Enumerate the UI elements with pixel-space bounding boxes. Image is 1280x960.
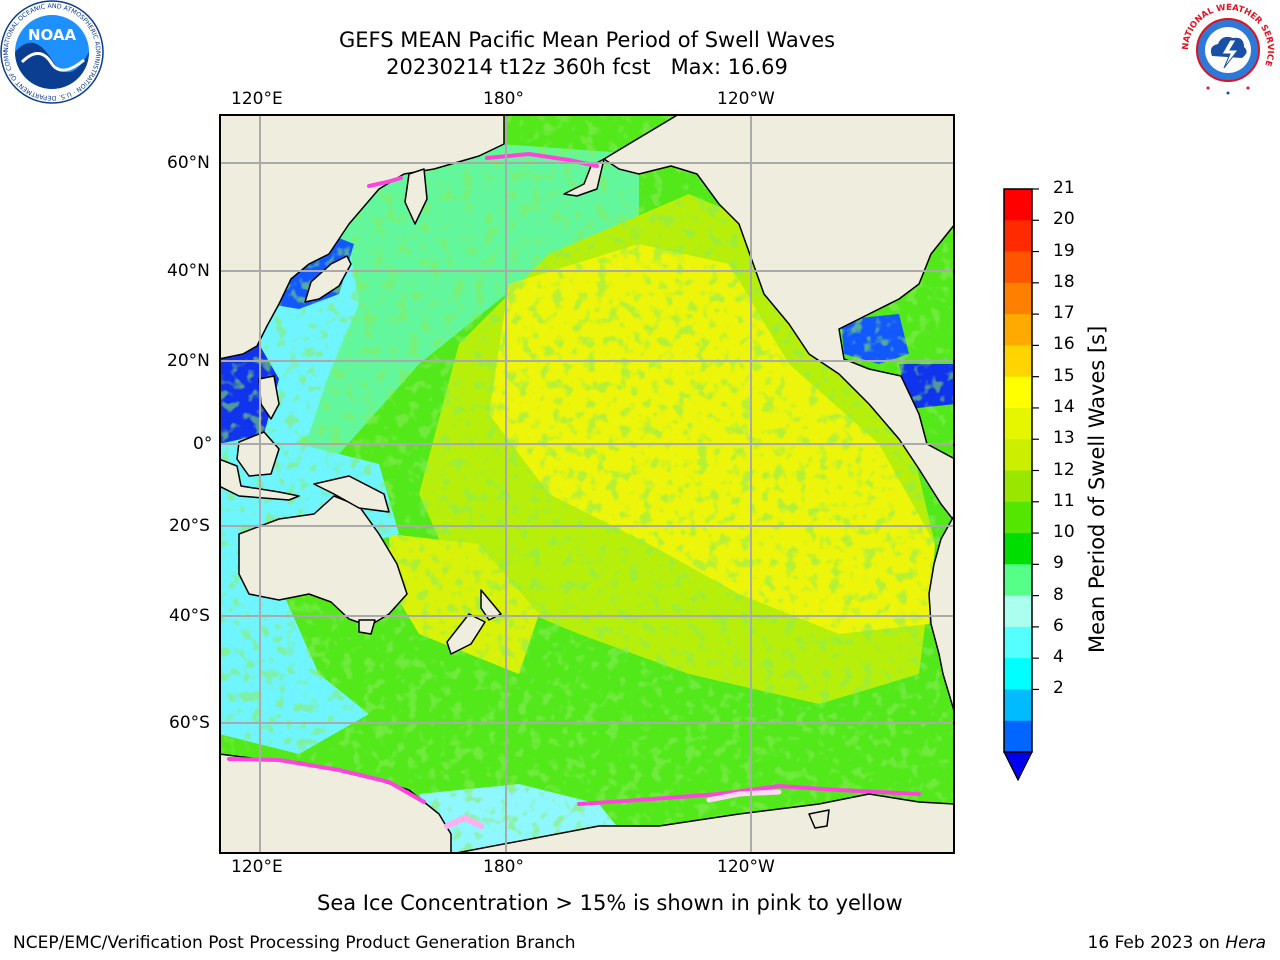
land-new-guinea <box>313 475 390 513</box>
land-tasmania <box>358 619 376 635</box>
colorbar-tick-label: 15 <box>1053 365 1075 386</box>
lon-tick-top-120w: 120°W <box>717 89 775 109</box>
chart-title-line1: GEFS MEAN Pacific Mean Period of Swell W… <box>338 28 836 52</box>
colorbar <box>1003 188 1039 782</box>
sea-ice-caption: Sea Ice Concentration > 15% is shown in … <box>317 891 903 915</box>
sea-ice-okhotsk <box>367 176 403 188</box>
lon-tick-bottom-180: 180° <box>483 857 524 877</box>
colorbar-segment <box>1004 470 1032 503</box>
land-sumatra-java <box>220 458 300 501</box>
land-kamchatka <box>404 168 428 225</box>
colorbar-segment <box>1004 282 1032 315</box>
colorbar-tick-label: 9 <box>1053 553 1064 574</box>
lat-tick-40s: 40°S <box>169 606 210 626</box>
colorbar-segment <box>1004 533 1032 565</box>
colorbar-tick-label: 6 <box>1053 615 1064 636</box>
colorbar-tick-label: 21 <box>1053 178 1075 198</box>
colorbar-tick-label: 4 <box>1053 647 1064 668</box>
lat-tick-60n: 60°N <box>167 153 210 173</box>
colorbar-segment <box>1004 626 1032 659</box>
colorbar-segment <box>1004 658 1032 690</box>
colorbar-tick-label: 18 <box>1053 271 1075 292</box>
colorbar-tick-label: 2 <box>1053 678 1064 699</box>
colorbar-tick-label: 19 <box>1053 240 1075 261</box>
footer-host: Hera <box>1225 933 1266 953</box>
colorbar-segment <box>1004 595 1032 628</box>
colorbar-tick-label: 8 <box>1053 584 1064 605</box>
map-frame <box>219 114 955 854</box>
noaa-logo: NATIONAL OCEANIC AND ATMOSPHERIC ADMINIS… <box>0 0 104 104</box>
colorbar-tick-label: 16 <box>1053 334 1075 355</box>
colorbar-label: Mean Period of Swell Waves [s] <box>1085 325 1109 653</box>
colorbar-segment <box>1004 376 1032 409</box>
lon-tick-bottom-120w: 120°W <box>717 857 775 877</box>
land-australia <box>238 495 408 627</box>
colorbar-segment <box>1004 689 1032 722</box>
land-antarctica-east <box>452 793 954 853</box>
lat-tick-20n: 20°N <box>167 351 210 371</box>
land-new-zealand-south <box>446 613 486 655</box>
map-panel <box>219 114 955 854</box>
lon-tick-top-120e: 120°E <box>231 89 283 109</box>
lat-tick-40n: 40°N <box>167 261 210 281</box>
colorbar-under-triangle <box>1003 751 1033 782</box>
colorbar-tick-label: 14 <box>1053 396 1075 417</box>
noaa-logo-text: NOAA <box>28 26 77 44</box>
lat-tick-equator: 0° <box>193 434 213 454</box>
sea-ice-amundsen <box>706 789 782 803</box>
land-japan <box>304 255 352 303</box>
sea-ice-antarctic-west <box>227 757 426 804</box>
land-north-america <box>603 115 954 522</box>
colorbar-segment <box>1004 251 1032 284</box>
footer-date-text: 16 Feb 2023 on <box>1087 933 1226 953</box>
colorbar-tick-label: 17 <box>1053 303 1075 324</box>
colorbar-tick-label: 12 <box>1053 459 1075 480</box>
lon-tick-top-180: 180° <box>483 89 524 109</box>
colorbar-tick-label: 10 <box>1053 522 1075 543</box>
footer-credit: NCEP/EMC/Verification Post Processing Pr… <box>13 933 576 953</box>
colorbar-segment <box>1004 314 1032 346</box>
land-asia <box>220 115 505 360</box>
nws-logo: NATIONAL WEATHER SERVICE <box>1178 0 1278 100</box>
colorbar-segment <box>1004 720 1032 753</box>
colorbar-tick-label: 11 <box>1053 490 1075 511</box>
sea-ice-ross-sea <box>444 814 484 829</box>
colorbar-tick-label: 13 <box>1053 428 1075 449</box>
lon-tick-bottom-120e: 120°E <box>231 857 283 877</box>
colorbar-segment <box>1004 345 1032 378</box>
lat-tick-20s: 20°S <box>169 516 210 536</box>
colorbar-segment <box>1004 439 1032 471</box>
chart-title-line2: 20230214 t12z 360h fcst Max: 16.69 <box>386 55 788 79</box>
land-antarctic-peninsula <box>808 809 830 829</box>
land-south-america <box>928 514 954 714</box>
colorbar-segment <box>1004 220 1032 253</box>
sea-ice-antarctic-east <box>577 783 921 806</box>
footer-date: 16 Feb 2023 on Hera <box>1088 933 1266 953</box>
colorbar-tick-label: 20 <box>1053 209 1075 230</box>
lat-tick-60s: 60°S <box>169 713 210 733</box>
colorbar-segment <box>1004 189 1032 221</box>
colorbar-segment <box>1004 407 1032 440</box>
colorbar-segment <box>1004 501 1032 534</box>
colorbar-segment <box>1004 564 1032 597</box>
